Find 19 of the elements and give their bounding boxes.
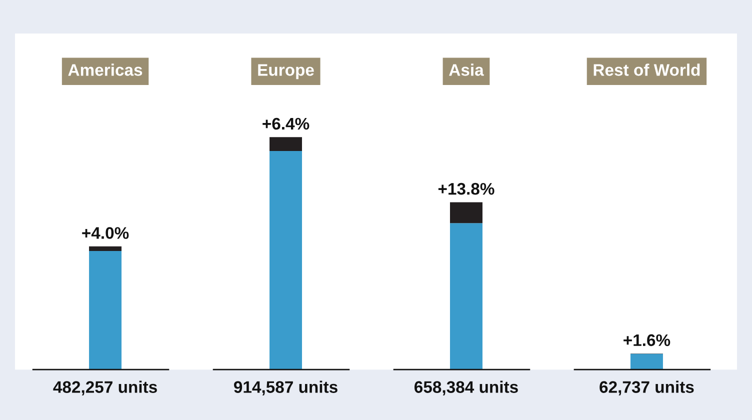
bar (89, 251, 122, 370)
annotation: +6.4% (262, 118, 310, 130)
annotation: 658,384 units (414, 380, 518, 396)
bar (270, 151, 302, 370)
x-tick-label: Americas (68, 64, 142, 76)
annotation: +4.0% (82, 227, 129, 239)
x-tick-label: Asia (449, 64, 484, 76)
bar (630, 354, 663, 370)
annotation: 482,257 units (53, 380, 157, 396)
bar (450, 223, 482, 370)
x-tick-label: Europe (258, 64, 314, 80)
annotation: 62,737 units (600, 380, 694, 396)
x-tick-label: Rest of World (594, 64, 700, 76)
annotation: 914,587 units (234, 380, 338, 396)
bar (89, 246, 122, 252)
bar (270, 137, 302, 152)
annotation: +1.6% (624, 334, 670, 346)
bar (450, 202, 482, 224)
annotation: +13.8% (438, 182, 494, 195)
